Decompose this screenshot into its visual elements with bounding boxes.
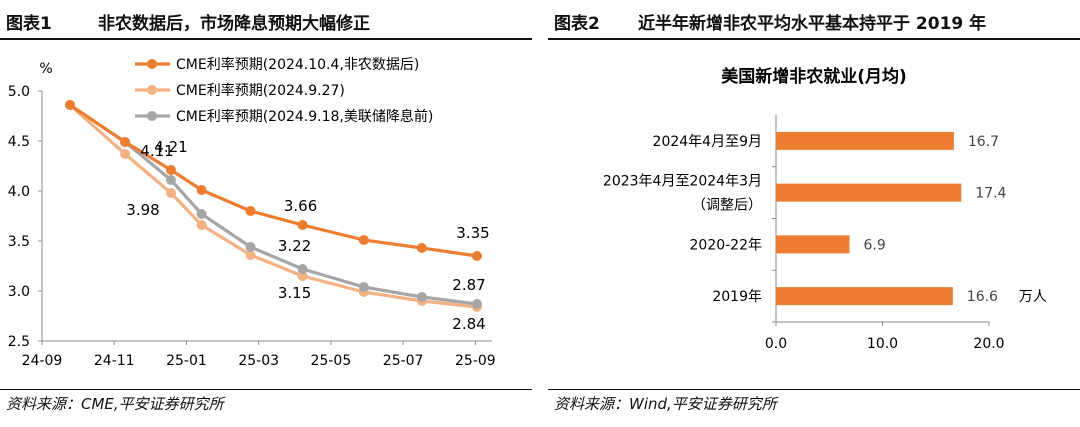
y-tick-label: 2.5 [8, 334, 30, 350]
x-tick-label: 24-09 [22, 353, 63, 369]
x-tick-label: 10.0 [867, 336, 898, 352]
series-2-point [472, 299, 482, 309]
bar [776, 287, 953, 306]
x-tick-label: 25-09 [455, 353, 496, 369]
chart-title: 美国新增非农就业(月均) [721, 66, 907, 87]
unit-label: 万人 [1019, 289, 1047, 305]
figure1-header: 图表1 非农数据后，市场降息预期大幅修正 [0, 0, 532, 40]
series-0-point [416, 243, 427, 253]
x-tick-label: 20.0 [973, 336, 1004, 352]
series-2-point [245, 242, 256, 252]
series-0-point [165, 165, 176, 175]
value-label: 16.6 [967, 289, 998, 305]
line-chart: 2.5 3.0 3.5 4.0 4.5 5.0% 24-09 24-11 25-01 25-03 2… [8, 56, 496, 369]
series-2-point [358, 282, 369, 292]
legend-marker-2 [147, 111, 157, 121]
category-label: 2024年4月至9月 [653, 134, 762, 150]
data-label: 3.22 [278, 237, 311, 255]
series-1-point [165, 188, 176, 198]
series-1-point [120, 149, 131, 159]
bar [776, 131, 954, 150]
x-tick-label: 24-11 [94, 353, 135, 369]
figure1-footer-rule [0, 389, 532, 390]
figure2-source: 资料来源：Wind,平安证券研究所 [554, 395, 777, 413]
data-label: 3.15 [278, 284, 311, 302]
figure1-label: 图表1 [6, 14, 52, 34]
series-1-point [297, 271, 308, 281]
y-tick-label: 3.0 [8, 284, 30, 300]
figure2-footer-rule [548, 389, 1080, 390]
x-tick-label: 25-05 [311, 353, 352, 369]
data-label: 2.84 [452, 315, 485, 333]
figure2-panel: 图表2 近半年新增非农平均水平基本持平于 2019 年 美国新增非农就业(月均)… [548, 0, 1080, 427]
value-label: 17.4 [975, 186, 1006, 202]
series-2-point [165, 175, 176, 185]
figure1-title: 非农数据后，市场降息预期大幅修正 [98, 14, 370, 34]
series-2-point [196, 209, 207, 219]
x-tick-label: 25-01 [166, 353, 207, 369]
data-label: 3.35 [456, 224, 489, 242]
bar [776, 235, 850, 254]
y-tick-label: 3.5 [8, 234, 30, 250]
legend-label-2: CME利率预期(2024.9.18,美联储降息前) [176, 108, 433, 125]
data-label: 3.66 [284, 197, 317, 215]
legend-marker-1 [147, 85, 157, 95]
series-0-point [245, 206, 256, 216]
category-label: （调整后） [692, 198, 762, 214]
data-label: 4.11 [140, 142, 173, 160]
category-label: 2023年4月至2024年3月 [603, 174, 762, 190]
x-tick-label: 0.0 [765, 336, 787, 352]
figure1-panel: 图表1 非农数据后，市场降息预期大幅修正 2.5 3.0 3.5 4.0 4.5 5.0%… [0, 0, 532, 427]
series-1-point [196, 220, 207, 230]
x-tick-label: 25-07 [383, 353, 424, 369]
y-tick-label: 4.5 [8, 134, 30, 150]
x-tick-label: 25-03 [238, 353, 279, 369]
series-0-point [472, 251, 482, 261]
category-label: 2020-22年 [690, 237, 763, 253]
series-line-0 [69, 103, 478, 258]
y-tick-label: 4.0 [8, 184, 30, 200]
figure2-label: 图表2 [554, 14, 600, 34]
series-0-point [65, 100, 75, 110]
y-tick-label: 5.0 [8, 84, 30, 100]
legend-label-1: CME利率预期(2024.9.27) [176, 82, 345, 99]
data-label: 2.87 [452, 276, 485, 294]
figure2-header: 图表2 近半年新增非农平均水平基本持平于 2019 年 [548, 0, 1080, 40]
value-label: 16.7 [968, 134, 999, 150]
bar [776, 183, 962, 202]
series-0-point [358, 235, 369, 245]
data-label: 4.21 [154, 138, 187, 156]
data-label: 3.98 [126, 201, 159, 219]
figure2-title: 近半年新增非农平均水平基本持平于 2019 年 [638, 14, 987, 34]
bar-chart: 美国新增非农就业(月均) 0.0 10.0 20.0 2024年4月至9月 16.7 202… [603, 66, 1047, 352]
series-0-point [297, 220, 308, 230]
value-label: 6.9 [863, 237, 885, 253]
category-label: 2019年 [712, 289, 762, 305]
series-0-point [196, 185, 207, 195]
series-0-point [120, 137, 131, 147]
series-2-point [416, 292, 427, 302]
y-axis-unit: % [39, 61, 52, 77]
series-1-point [245, 250, 256, 260]
legend-label-0: CME利率预期(2024.10.4,非农数据后) [176, 56, 419, 73]
figure1-source: 资料来源：CME,平安证券研究所 [6, 395, 224, 413]
legend-marker-0 [147, 59, 157, 69]
series-2-point [297, 264, 308, 274]
